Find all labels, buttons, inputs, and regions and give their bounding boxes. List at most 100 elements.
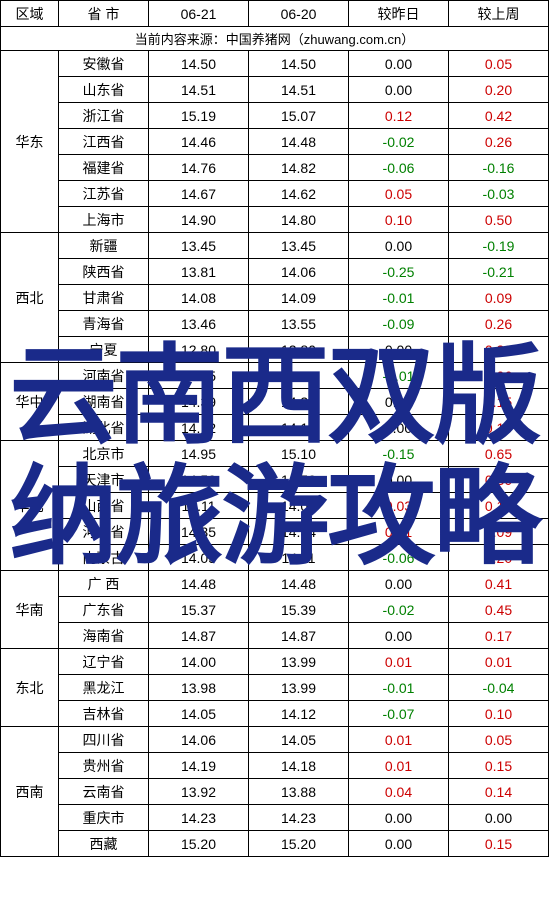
vs-yesterday-cell: 0.12 [349,103,449,129]
table-row: 西南四川省14.0614.050.010.05 [1,727,549,753]
date2-cell: 15.20 [249,831,349,857]
vs-lastweek-cell: 0.50 [449,207,549,233]
vs-yesterday-cell: 0.01 [349,753,449,779]
province-cell: 贵州省 [59,753,149,779]
vs-yesterday-cell: 0.00 [349,77,449,103]
table-row: 吉林省14.0514.12-0.070.10 [1,701,549,727]
date2-cell: 14.12 [249,701,349,727]
date1-cell: 15.20 [149,831,249,857]
date1-cell: 14.46 [149,129,249,155]
date1-cell: 14.87 [149,623,249,649]
province-cell: 四川省 [59,727,149,753]
table-row: 浙江省15.1915.070.120.42 [1,103,549,129]
vs-lastweek-cell: 0.14 [449,779,549,805]
table-row: 云南省13.9213.880.040.14 [1,779,549,805]
table-row: 福建省14.7614.82-0.06-0.16 [1,155,549,181]
table-row: 上海市14.9014.800.100.50 [1,207,549,233]
h-region: 区域 [1,1,59,27]
table-row: 山东省14.5114.510.000.20 [1,77,549,103]
vs-yesterday-cell: 0.00 [349,623,449,649]
vs-lastweek-cell: 0.05 [449,51,549,77]
vs-yesterday-cell: 0.00 [349,805,449,831]
date1-cell: 14.50 [149,51,249,77]
vs-yesterday-cell: 0.10 [349,207,449,233]
vs-lastweek-cell: -0.21 [449,259,549,285]
province-cell: 浙江省 [59,103,149,129]
table-row: 江苏省14.6714.620.05-0.03 [1,181,549,207]
province-cell: 辽宁省 [59,649,149,675]
vs-lastweek-cell: -0.04 [449,675,549,701]
date2-cell: 13.55 [249,311,349,337]
table-row: 贵州省14.1914.180.010.15 [1,753,549,779]
province-cell: 广东省 [59,597,149,623]
table-row: 甘肃省14.0814.09-0.010.09 [1,285,549,311]
date1-cell: 13.98 [149,675,249,701]
date2-cell: 14.23 [249,805,349,831]
h-date1: 06-21 [149,1,249,27]
vs-lastweek-cell: 0.26 [449,311,549,337]
date2-cell: 14.09 [249,285,349,311]
vs-yesterday-cell: 0.05 [349,181,449,207]
vs-yesterday-cell: 0.01 [349,649,449,675]
vs-lastweek-cell: 0.15 [449,753,549,779]
date1-cell: 14.06 [149,727,249,753]
province-cell: 海南省 [59,623,149,649]
vs-yesterday-cell: -0.09 [349,311,449,337]
table-row: 陕西省13.8114.06-0.25-0.21 [1,259,549,285]
date1-cell: 13.92 [149,779,249,805]
date1-cell: 14.08 [149,285,249,311]
date1-cell: 14.76 [149,155,249,181]
vs-lastweek-cell: 0.42 [449,103,549,129]
table-row: 黑龙江13.9813.99-0.01-0.04 [1,675,549,701]
vs-yesterday-cell: 0.04 [349,779,449,805]
date2-cell: 14.18 [249,753,349,779]
date2-cell: 13.88 [249,779,349,805]
province-cell: 福建省 [59,155,149,181]
date2-cell: 15.07 [249,103,349,129]
vs-yesterday-cell: -0.07 [349,701,449,727]
province-cell: 重庆市 [59,805,149,831]
vs-lastweek-cell: 0.17 [449,623,549,649]
table-row: 西藏15.2015.200.000.15 [1,831,549,857]
table-row: 重庆市14.2314.230.000.00 [1,805,549,831]
province-cell: 西藏 [59,831,149,857]
h-province: 省 市 [59,1,149,27]
vs-lastweek-cell: 0.26 [449,129,549,155]
date2-cell: 14.80 [249,207,349,233]
vs-lastweek-cell: 0.10 [449,701,549,727]
province-cell: 江西省 [59,129,149,155]
vs-lastweek-cell: 0.20 [449,77,549,103]
h-date2: 06-20 [249,1,349,27]
region-cell: 华东 [1,51,59,233]
province-cell: 青海省 [59,311,149,337]
table-row: 广东省15.3715.39-0.020.45 [1,597,549,623]
date1-cell: 14.00 [149,649,249,675]
date2-cell: 13.99 [249,675,349,701]
vs-yesterday-cell: 0.00 [349,831,449,857]
vs-lastweek-cell: -0.19 [449,233,549,259]
vs-yesterday-cell: -0.01 [349,285,449,311]
region-cell: 西南 [1,727,59,857]
date2-cell: 14.62 [249,181,349,207]
province-cell: 甘肃省 [59,285,149,311]
province-cell: 山东省 [59,77,149,103]
date1-cell: 14.23 [149,805,249,831]
table-row: 东北辽宁省14.0013.990.010.01 [1,649,549,675]
date1-cell: 13.45 [149,233,249,259]
date1-cell: 13.81 [149,259,249,285]
date1-cell: 13.46 [149,311,249,337]
region-cell: 东北 [1,649,59,727]
vs-lastweek-cell: 0.05 [449,727,549,753]
date2-cell: 14.51 [249,77,349,103]
date1-cell: 14.67 [149,181,249,207]
date2-cell: 14.87 [249,623,349,649]
vs-lastweek-cell: 0.00 [449,805,549,831]
table-row: 海南省14.8714.870.000.17 [1,623,549,649]
vs-yesterday-cell: -0.06 [349,155,449,181]
vs-lastweek-cell: 0.45 [449,597,549,623]
vs-lastweek-cell: 0.15 [449,831,549,857]
header-row: 区域 省 市 06-21 06-20 较昨日 较上周 [1,1,549,27]
province-cell: 安徽省 [59,51,149,77]
date2-cell: 14.48 [249,129,349,155]
table-row: 华东安徽省14.5014.500.000.05 [1,51,549,77]
